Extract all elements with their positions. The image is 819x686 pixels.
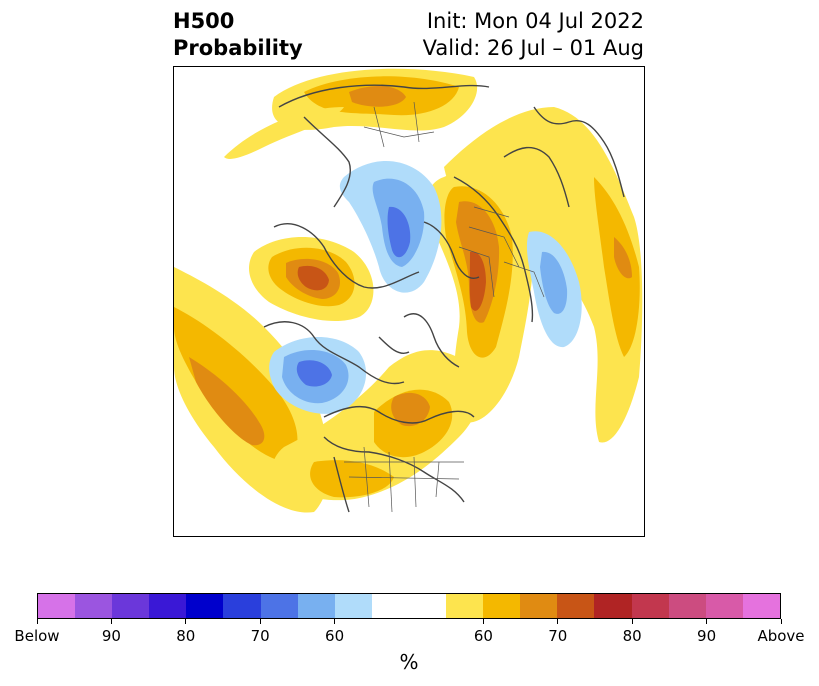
colorbar-above-7 <box>668 594 706 618</box>
colorbar <box>37 593 781 619</box>
siberia-above-max <box>349 85 406 107</box>
colorbar-above-5 <box>594 594 632 618</box>
colorbar-tick <box>185 619 187 624</box>
title-variable: H500 <box>173 9 235 33</box>
colorbar-above-9 <box>742 594 780 618</box>
pacific-below-max <box>296 360 332 387</box>
arctic-below-max <box>387 206 411 258</box>
pacific-above-max <box>189 357 265 446</box>
colorbar-below-8 <box>297 594 335 618</box>
colorbar-below-6 <box>223 594 261 618</box>
colorbar-above-1 <box>446 594 484 618</box>
colorbar-below-9 <box>334 594 372 618</box>
colorbar-above-6 <box>631 594 669 618</box>
colorbar-above-2 <box>483 594 521 618</box>
arctic-above-max <box>297 265 329 291</box>
title-field: Probability <box>173 36 303 60</box>
colorbar-tick <box>706 619 708 624</box>
political-borders <box>344 101 545 513</box>
colorbar-below-5 <box>186 594 224 618</box>
colorbar-tick <box>482 619 484 624</box>
europe-above-core <box>594 177 640 357</box>
colorbar-tick-label: 90 <box>101 627 121 645</box>
colorbar-tick-label: 60 <box>325 627 345 645</box>
map-canvas <box>174 68 643 513</box>
coastlines <box>263 84 625 513</box>
pacific-above-core <box>174 307 298 462</box>
colorbar-tick <box>557 619 559 624</box>
europe-below-core <box>540 251 568 314</box>
colorbar-unit: % <box>399 650 419 674</box>
atlantic-above-max <box>391 392 430 427</box>
asia-above-max <box>469 251 486 311</box>
colorbar-above-4 <box>557 594 595 618</box>
init-date: Init: Mon 04 Jul 2022 <box>426 9 644 33</box>
colorbar-tick-label: 80 <box>176 627 196 645</box>
colorbar-tick <box>110 619 112 624</box>
colorbar-tick <box>36 619 38 624</box>
colorbar-tick <box>334 619 336 624</box>
colorbar-below-4 <box>149 594 187 618</box>
map-dates: Init: Mon 04 Jul 2022 Valid: 26 Jul – 01… <box>423 8 644 62</box>
colorbar-tick-label: Below <box>14 627 60 645</box>
colorbar-tick-label: Above <box>757 627 805 645</box>
colorbar-above-8 <box>705 594 743 618</box>
colorbar-below-1 <box>38 594 76 618</box>
map-title: H500 Probability <box>173 8 303 62</box>
colorbar-below-7 <box>260 594 298 618</box>
colorbar-tick-label: 80 <box>622 627 642 645</box>
north-pacific-streak <box>224 107 344 159</box>
colorbar-tick-label: 90 <box>697 627 717 645</box>
colorbar-tick-label: 60 <box>473 627 493 645</box>
colorbar-below-2 <box>75 594 113 618</box>
valid-range: Valid: 26 Jul – 01 Aug <box>422 36 644 60</box>
colorbar-tick <box>780 619 782 624</box>
colorbar-tick <box>631 619 633 624</box>
europe-above-max <box>614 237 632 279</box>
na-above-extension <box>310 460 394 498</box>
colorbar-tick <box>259 619 261 624</box>
colorbar-above-3 <box>520 594 558 618</box>
colorbar-tick-label: 70 <box>548 627 568 645</box>
probability-map <box>173 66 645 537</box>
colorbar-tick-label: 70 <box>250 627 270 645</box>
colorbar-neutral <box>371 594 447 618</box>
colorbar-below-3 <box>112 594 150 618</box>
